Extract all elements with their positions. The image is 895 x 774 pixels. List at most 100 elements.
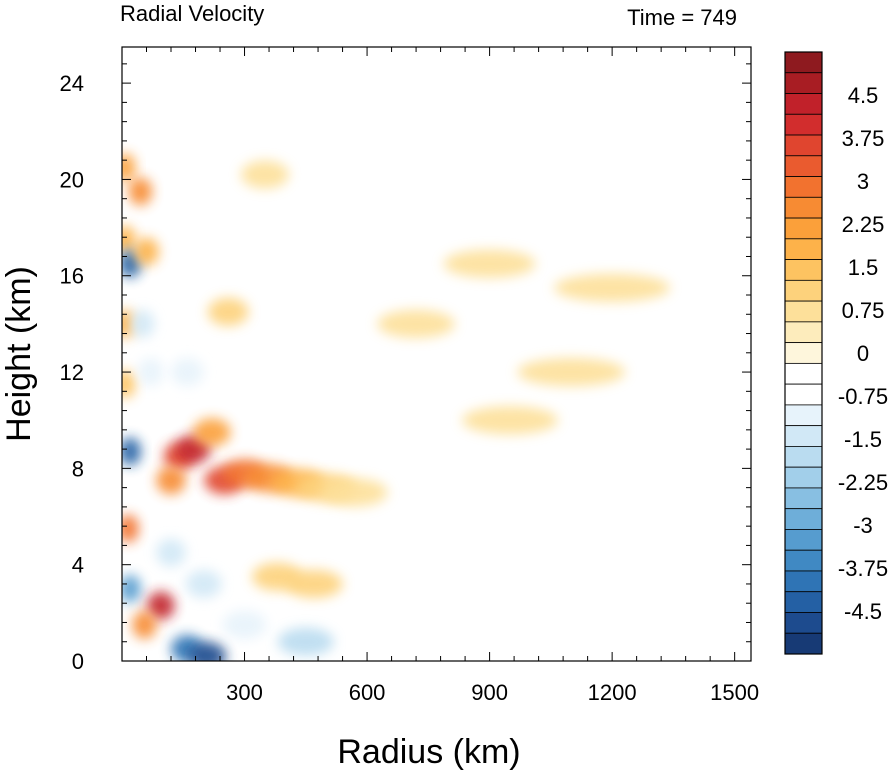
velocity-feature [189, 642, 227, 661]
colorbar-box [784, 446, 823, 468]
velocity-feature [170, 358, 204, 387]
velocity-feature [185, 569, 222, 598]
colorbar-box [784, 300, 823, 323]
colorbar-box [784, 196, 823, 219]
colorbar: 4.5 3.75 3 2.25 1.5 0.75 0 -0.75 -1.5 -2.25 -3 -3.7… [784, 51, 888, 655]
colorbar-label: 3.75 [842, 126, 885, 151]
colorbar-label: -0.75 [838, 384, 888, 409]
velocity-feature [185, 213, 222, 242]
y-tick-label: 24 [60, 71, 84, 96]
axes: 300 600 900 1200 1500 0 4 8 12 16 20 24 [60, 47, 759, 705]
colorbar-box [784, 93, 823, 115]
y-tick-label: 12 [60, 360, 84, 385]
colorbar-box [784, 279, 823, 302]
velocity-feature [122, 225, 136, 254]
colorbar-label: 1.5 [848, 255, 879, 280]
colorbar-box [784, 134, 823, 157]
colorbar-box [784, 570, 823, 593]
velocity-feature [207, 297, 249, 326]
velocity-feature [147, 591, 175, 620]
colorbar-box [784, 259, 823, 281]
colorbar-box [784, 51, 823, 74]
colorbar-label: -1.5 [844, 427, 882, 452]
velocity-feature [462, 406, 559, 435]
velocity-feature [193, 418, 231, 447]
velocity-feature [122, 437, 141, 466]
colorbar-box [784, 466, 823, 489]
colorbar-box [784, 383, 823, 406]
colorbar-box [784, 632, 823, 655]
colorbar-label: 0.75 [842, 298, 885, 323]
colorbar-label: 3 [857, 169, 869, 194]
colorbar-label: -4.5 [844, 599, 882, 624]
velocity-feature [122, 514, 139, 543]
velocity-feature [156, 466, 186, 495]
y-tick-label: 0 [72, 649, 84, 674]
velocity-feature [122, 574, 141, 603]
y-tick-label: 20 [60, 167, 84, 192]
velocity-feature [322, 478, 388, 507]
x-tick-label: 600 [349, 680, 386, 705]
plot-area [122, 47, 751, 661]
colorbar-box [784, 529, 823, 551]
velocity-feature [222, 610, 267, 639]
velocity-field [122, 153, 671, 661]
colorbar-label: 2.25 [842, 212, 885, 237]
velocity-feature [240, 160, 289, 189]
velocity-feature [277, 627, 334, 656]
colorbar-box [784, 404, 823, 427]
plot-frame [121, 46, 752, 662]
x-tick-label: 900 [471, 680, 508, 705]
colorbar-box [784, 487, 823, 510]
velocity-feature [132, 610, 157, 639]
colorbar-box [784, 591, 823, 613]
velocity-feature [296, 177, 357, 206]
colorbar-box [784, 238, 823, 260]
x-axis-label: Radius (km) [337, 733, 520, 771]
velocity-feature [285, 569, 343, 598]
colorbar-box [784, 72, 823, 94]
velocity-feature [554, 273, 671, 302]
velocity-feature [406, 201, 491, 230]
y-tick-label: 16 [60, 264, 84, 289]
chart-title: Radial Velocity [120, 1, 264, 26]
colorbar-label: -3.75 [838, 556, 888, 581]
colorbar-box [784, 342, 823, 364]
colorbar-box [784, 549, 823, 572]
colorbar-box [784, 362, 823, 385]
velocity-feature [134, 237, 159, 266]
velocity-feature [443, 160, 536, 189]
velocity-feature [122, 370, 136, 399]
velocity-feature [122, 153, 136, 182]
x-tick-label: 1500 [710, 680, 759, 705]
y-tick-label: 8 [72, 456, 84, 481]
colorbar-box [784, 508, 823, 530]
time-label: Time = 749 [627, 5, 737, 30]
velocity-feature [310, 358, 375, 387]
velocity-feature [377, 309, 455, 338]
velocity-feature [517, 358, 626, 387]
x-tick-label: 300 [226, 680, 263, 705]
colorbar-label: -2.25 [838, 470, 888, 495]
velocity-feature [425, 562, 514, 591]
colorbar-box [784, 176, 823, 198]
colorbar-box [784, 155, 823, 177]
colorbar-box [784, 425, 823, 447]
colorbar-label: 0 [857, 341, 869, 366]
colorbar-box [784, 217, 823, 240]
colorbar-label: 4.5 [848, 83, 879, 108]
velocity-feature [443, 249, 536, 278]
velocity-feature [128, 177, 153, 206]
colorbar-frame [784, 51, 823, 655]
colorbar-box [784, 113, 823, 136]
colorbar-box [784, 321, 823, 344]
velocity-feature [130, 309, 155, 338]
y-axis-label: Height (km) [0, 266, 38, 442]
colorbar-label: -3 [853, 513, 873, 538]
y-tick-label: 4 [72, 553, 84, 578]
velocity-feature [137, 358, 164, 387]
velocity-feature [156, 538, 186, 567]
colorbar-box [784, 612, 823, 634]
x-tick-label: 1200 [588, 680, 637, 705]
